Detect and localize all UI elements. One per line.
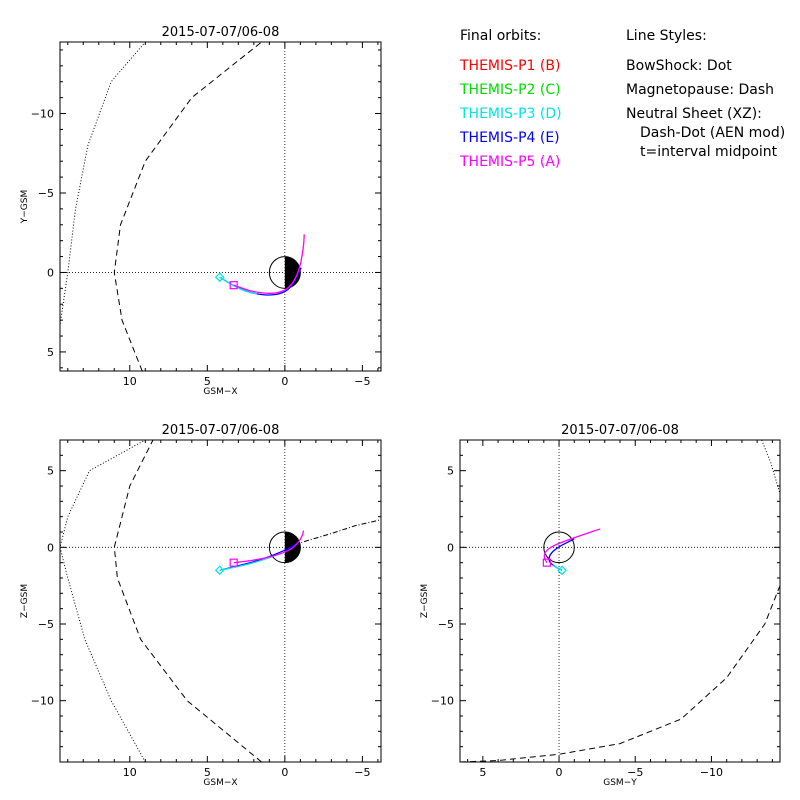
plot-area bbox=[60, 440, 381, 762]
chart-title: 2015-07-07/06-08 bbox=[162, 423, 280, 438]
x-tick-label: 10 bbox=[123, 375, 137, 388]
earth-icon bbox=[268, 531, 301, 564]
plot-frame bbox=[459, 439, 781, 763]
start-marker-square bbox=[229, 281, 238, 290]
start-marker-square bbox=[542, 558, 551, 567]
x-tick-label: −5 bbox=[354, 766, 370, 779]
bow-shock-curve bbox=[60, 42, 146, 329]
y-tick-label: 5 bbox=[47, 465, 54, 478]
legend-style-interval: t=interval midpoint bbox=[640, 144, 778, 160]
start-marker-diamond bbox=[214, 272, 225, 283]
y-tick-label: −5 bbox=[38, 618, 54, 631]
neutral-sheet-curve bbox=[284, 519, 381, 548]
styles-heading: Line Styles: bbox=[626, 28, 707, 44]
y-axis-label: Y−GSM bbox=[20, 190, 30, 225]
y-tick-label: −5 bbox=[438, 618, 454, 631]
earth-icon bbox=[268, 256, 301, 289]
legend-probe-p3: THEMIS-P3 (D) bbox=[459, 106, 562, 122]
orbit-themis-p5-a bbox=[233, 530, 305, 564]
x-tick-label: 5 bbox=[204, 766, 211, 779]
y-tick-label: 0 bbox=[47, 266, 54, 279]
earth-icon bbox=[543, 531, 575, 564]
plot-area bbox=[460, 440, 780, 762]
y-tick-label: 5 bbox=[47, 346, 54, 359]
x-axis-label: GSM−X bbox=[203, 778, 237, 788]
legend-style-bowshock: BowShock: Dot bbox=[626, 58, 732, 74]
x-axis-label: GSM−X bbox=[203, 387, 237, 397]
start-marker-diamond bbox=[557, 565, 567, 576]
x-tick-label: 10 bbox=[123, 766, 137, 779]
plot-frame bbox=[59, 41, 382, 372]
legend: Final orbits: Line Styles: THEMIS-P1 (B)… bbox=[459, 28, 785, 170]
legend-probe-p2: THEMIS-P2 (C) bbox=[459, 82, 561, 98]
x-tick-label: −5 bbox=[627, 766, 643, 779]
start-marker-diamond bbox=[214, 565, 225, 576]
legend-probe-p1: THEMIS-P1 (B) bbox=[459, 58, 560, 74]
x-tick-label: 5 bbox=[204, 375, 211, 388]
x-tick-label: 0 bbox=[281, 375, 288, 388]
plot-area bbox=[60, 42, 381, 371]
x-tick-label: −5 bbox=[354, 375, 370, 388]
y-tick-label: 0 bbox=[447, 541, 454, 554]
y-tick-label: −5 bbox=[38, 187, 54, 200]
earth-night-side bbox=[284, 256, 301, 289]
xy-orbit-panel: 10 5 0 −5 5 0 −5 −10 2015-07-07/06-08 GSM−X Y−GSM bbox=[20, 25, 382, 397]
bow-shock-curve bbox=[60, 440, 146, 762]
y-tick-label: −10 bbox=[31, 695, 54, 708]
y-tick-label: 0 bbox=[47, 541, 54, 554]
x-tick-label: 0 bbox=[281, 766, 288, 779]
y-tick-label: −10 bbox=[31, 108, 54, 121]
magnetopause-curve bbox=[113, 440, 262, 762]
x-tick-label: 0 bbox=[556, 766, 563, 779]
orbits-heading: Final orbits: bbox=[460, 28, 541, 44]
bow-shock-curve bbox=[761, 440, 780, 494]
legend-probe-p5: THEMIS-P5 (A) bbox=[459, 154, 560, 170]
legend-style-neutral-sheet: Neutral Sheet (XZ): bbox=[626, 106, 762, 122]
legend-probe-p4: THEMIS-P4 (E) bbox=[459, 130, 560, 146]
legend-style-magnetopause: Magnetopause: Dash bbox=[626, 82, 774, 98]
xz-orbit-panel: 10 5 0 −5 5 0 −5 −10 2015-07-07/06-08 GSM−X Z−GSM bbox=[20, 423, 382, 788]
magnetopause-curve bbox=[113, 42, 262, 371]
orbit-themis-p5-a bbox=[233, 234, 305, 294]
plot-frame bbox=[59, 439, 382, 763]
orbit-themis-p3-d bbox=[219, 555, 273, 571]
x-tick-label: −10 bbox=[700, 766, 723, 779]
chart-title: 2015-07-07/06-08 bbox=[561, 423, 679, 438]
y-tick-label: −10 bbox=[431, 695, 454, 708]
chart-title: 2015-07-07/06-08 bbox=[162, 25, 280, 40]
orbit-themis-p5-a bbox=[543, 528, 601, 563]
yz-orbit-panel: 5 0 −5 −10 5 0 −5 −10 2015-07-07/06-08 GSM−Y Z−GSM bbox=[420, 423, 781, 788]
legend-style-dash-dot: Dash-Dot (AEN mod) bbox=[640, 125, 785, 141]
y-tick-label: 5 bbox=[447, 465, 454, 478]
orbit-themis-p4-e bbox=[548, 538, 575, 571]
magnetopause-curve bbox=[460, 585, 780, 762]
y-axis-label: Z−GSM bbox=[20, 584, 30, 618]
x-axis-label: GSM−Y bbox=[603, 778, 637, 788]
start-marker-square bbox=[229, 558, 238, 567]
y-axis-label: Z−GSM bbox=[420, 584, 430, 618]
x-tick-label: 5 bbox=[479, 766, 486, 779]
